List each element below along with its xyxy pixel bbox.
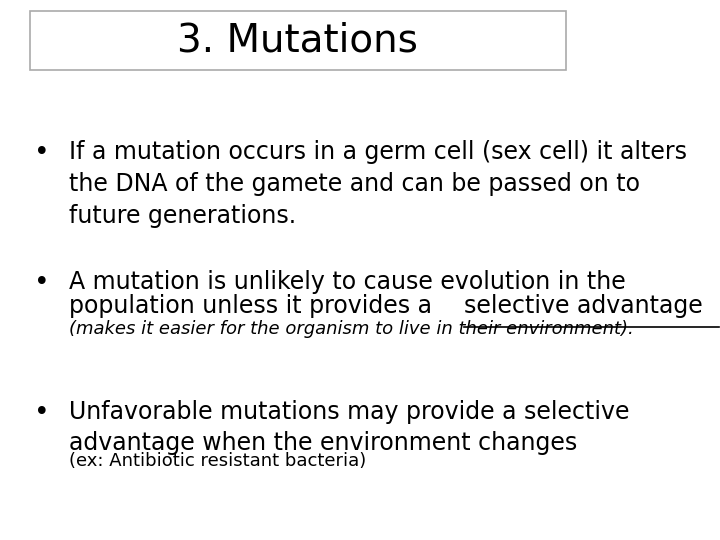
Text: (makes it easier for the organism to live in their environment).: (makes it easier for the organism to liv… [68, 320, 634, 338]
Text: 3. Mutations: 3. Mutations [177, 22, 418, 59]
Text: (ex: Antibiotic resistant bacteria): (ex: Antibiotic resistant bacteria) [68, 452, 366, 470]
FancyBboxPatch shape [30, 11, 566, 70]
Text: population unless it provides a: population unless it provides a [68, 294, 439, 318]
Text: •: • [34, 270, 50, 296]
Text: •: • [34, 140, 50, 166]
Text: A mutation is unlikely to cause evolution in the: A mutation is unlikely to cause evolutio… [68, 270, 625, 294]
Text: •: • [34, 400, 50, 426]
Text: If a mutation occurs in a germ cell (sex cell) it alters
the DNA of the gamete a: If a mutation occurs in a germ cell (sex… [68, 140, 687, 227]
Text: selective advantage: selective advantage [464, 294, 703, 318]
Text: Unfavorable mutations may provide a selective
advantage when the environment cha: Unfavorable mutations may provide a sele… [68, 400, 629, 455]
